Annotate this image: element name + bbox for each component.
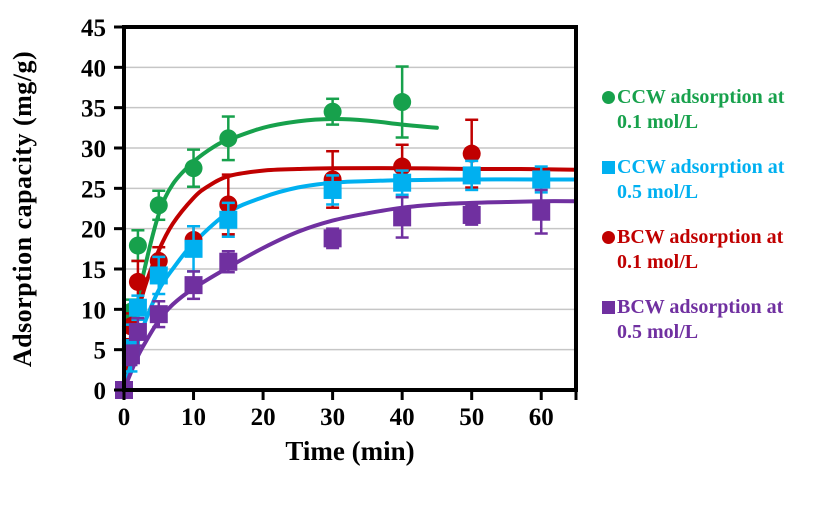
fit-line-bcw-adsorption-at-0-5-mol-l: [122, 199, 578, 392]
plot-frame: [122, 25, 578, 392]
svg-text:40: 40: [81, 55, 106, 82]
gridlines: [124, 66, 576, 351]
legend-label-line1: BCW adsorption at: [617, 296, 784, 318]
x-axis-title: Time (min): [285, 436, 415, 466]
legend-item-bcw-0-5: BCW adsorption at 0.5 mol/L: [602, 295, 836, 345]
legend-label-line2: 0.5 mol/L: [617, 181, 699, 203]
svg-text:10: 10: [81, 297, 106, 324]
x-tick-labels: 0 10 20 30 40 50 60: [118, 404, 554, 431]
legend-item-ccw-0-1: CCW adsorption at 0.1 mol/L: [602, 85, 836, 135]
legend-marker-square-icon: [602, 301, 615, 314]
svg-text:0: 0: [118, 404, 131, 431]
legend-label: BCW adsorption at 0.1 mol/L: [617, 225, 783, 275]
y-axis-title: Adsorption capacity (mg/g): [8, 50, 37, 368]
svg-text:35: 35: [81, 96, 106, 123]
legend-label: CCW adsorption at 0.1 mol/L: [617, 85, 784, 135]
legend-label-line1: CCW adsorption at: [617, 156, 785, 178]
svg-text:50: 50: [459, 404, 484, 431]
svg-text:60: 60: [529, 404, 554, 431]
markers-bcw-adsorption-at-0-5-mol-l: [115, 202, 551, 399]
svg-text:20: 20: [81, 217, 106, 244]
svg-text:30: 30: [81, 136, 106, 163]
legend-item-ccw-0-5: CCW adsorption at 0.5 mol/L: [602, 155, 836, 205]
legend-marker-circle-icon: [602, 91, 615, 104]
svg-text:25: 25: [81, 176, 106, 203]
legend-marker-square-icon: [602, 161, 615, 174]
y-tick-labels: 0 5 10 15 20 25 30 35 40 45: [81, 15, 106, 405]
svg-text:15: 15: [81, 257, 106, 284]
svg-text:10: 10: [181, 404, 206, 431]
svg-text:5: 5: [94, 338, 107, 365]
svg-text:20: 20: [251, 404, 276, 431]
svg-text:40: 40: [390, 404, 415, 431]
legend-marker-circle-icon: [602, 231, 615, 244]
legend-label-line2: 0.1 mol/L: [617, 251, 699, 273]
legend-label: BCW adsorption at 0.5 mol/L: [617, 295, 783, 345]
svg-text:30: 30: [320, 404, 345, 431]
legend: CCW adsorption at 0.1 mol/L CCW adsorpti…: [602, 85, 836, 365]
legend-label: CCW adsorption at 0.5 mol/L: [617, 155, 784, 205]
legend-label-line1: CCW adsorption at: [617, 86, 785, 108]
svg-text:45: 45: [81, 15, 106, 42]
axis-ticks: [114, 25, 578, 400]
legend-label-line2: 0.1 mol/L: [617, 111, 699, 133]
legend-item-bcw-0-1: BCW adsorption at 0.1 mol/L: [602, 225, 836, 275]
fit-line-ccw-adsorption-at-0-1-mol-l: [122, 116, 439, 392]
svg-text:0: 0: [94, 378, 107, 405]
legend-label-line1: BCW adsorption at: [617, 226, 784, 248]
legend-label-line2: 0.5 mol/L: [617, 321, 699, 343]
